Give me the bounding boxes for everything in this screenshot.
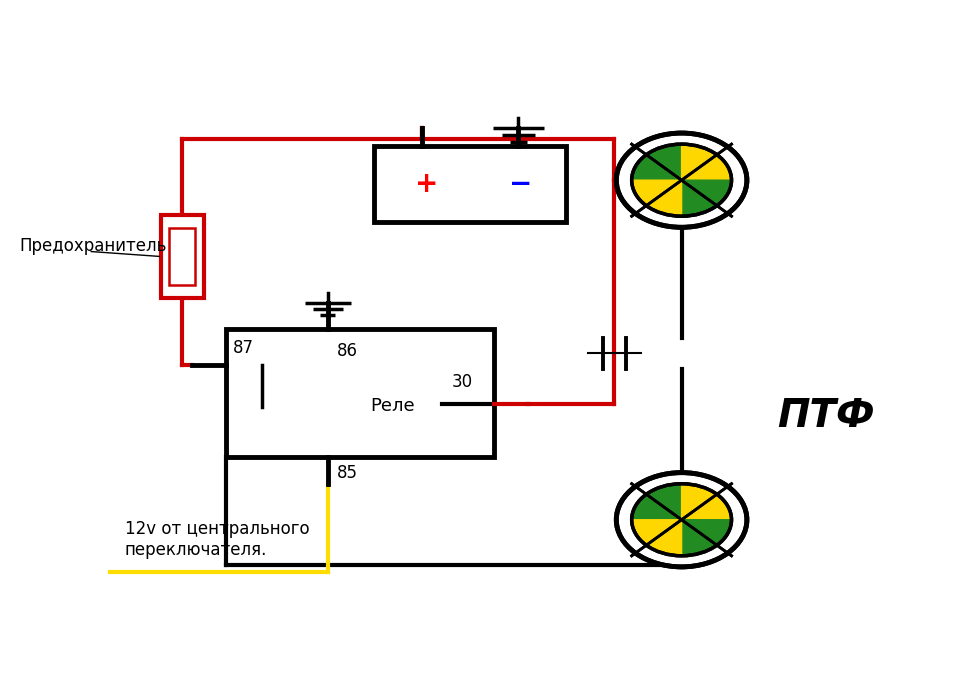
Polygon shape <box>632 180 682 216</box>
Text: ПТФ: ПТФ <box>778 397 876 435</box>
Circle shape <box>616 133 747 227</box>
Bar <box>169 227 196 286</box>
Polygon shape <box>632 484 682 520</box>
Text: 87: 87 <box>233 339 254 357</box>
Text: −: − <box>509 170 532 198</box>
Polygon shape <box>682 180 732 216</box>
Text: +: + <box>415 170 438 198</box>
Polygon shape <box>682 520 732 556</box>
Polygon shape <box>632 180 682 216</box>
Text: 30: 30 <box>451 373 472 391</box>
Text: Реле: Реле <box>370 397 415 415</box>
Circle shape <box>616 473 747 567</box>
Polygon shape <box>632 144 682 180</box>
Polygon shape <box>682 144 732 180</box>
Bar <box>161 215 204 298</box>
Polygon shape <box>632 520 682 556</box>
Polygon shape <box>632 520 682 556</box>
Bar <box>374 146 566 222</box>
Polygon shape <box>632 484 682 520</box>
Polygon shape <box>632 144 682 180</box>
Polygon shape <box>682 484 732 520</box>
Polygon shape <box>682 144 732 180</box>
Text: 85: 85 <box>337 464 358 482</box>
Text: Предохранитель: Предохранитель <box>19 237 167 255</box>
Text: 86: 86 <box>337 342 358 360</box>
Bar <box>226 329 494 457</box>
Polygon shape <box>682 520 732 556</box>
Polygon shape <box>682 180 732 216</box>
Polygon shape <box>682 484 732 520</box>
Text: 12v от центрального
переключателя.: 12v от центрального переключателя. <box>125 520 309 559</box>
